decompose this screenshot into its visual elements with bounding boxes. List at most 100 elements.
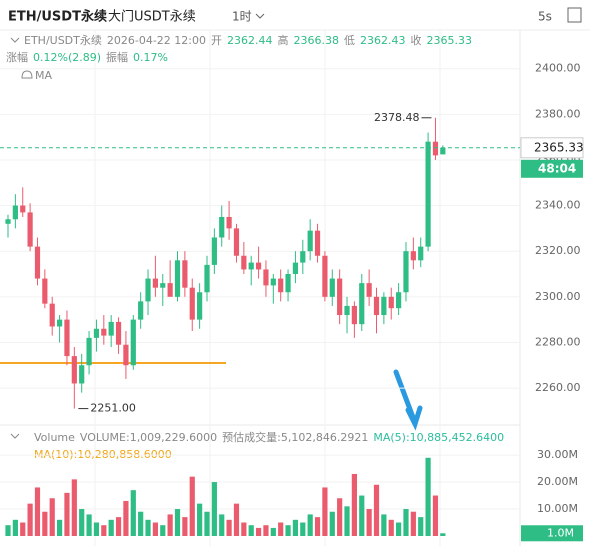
fullscreen-icon[interactable] [567, 7, 582, 23]
candle-body [20, 205, 26, 213]
volume-bar [278, 522, 284, 536]
candle-body [167, 283, 173, 297]
volume-bar [42, 511, 48, 536]
info-text: ETH/USDT永续 [24, 33, 102, 47]
annotation: 2251.00 [78, 402, 136, 415]
volume-bar [167, 514, 173, 536]
price-tag-text: 2365.33 [534, 140, 584, 154]
info-text: VOLUME:1,009,229.6000 [80, 431, 217, 444]
candle-body [71, 356, 77, 384]
candle-body [337, 278, 343, 316]
volume-bar [344, 506, 350, 536]
volume-bar [359, 495, 365, 536]
volume-bar [381, 514, 387, 536]
price-tag [520, 137, 584, 159]
volume-bar [34, 487, 41, 536]
info-text: MA [35, 69, 52, 82]
candle-body [204, 264, 210, 293]
symbol[interactable]: ETH/USDT永续 [8, 9, 107, 25]
candle-body [79, 365, 85, 384]
candle-body [233, 228, 240, 256]
refresh[interactable]: 5s [538, 10, 552, 24]
candle-body [49, 303, 55, 327]
volume-bar [160, 525, 166, 536]
candle-body [211, 237, 217, 265]
volume-bar [425, 457, 431, 536]
y-tick-label: 2280.00 [535, 335, 581, 348]
volume-bar [115, 517, 122, 536]
volume-bar [49, 498, 55, 536]
candle-body [329, 278, 335, 297]
volume-bar [255, 527, 262, 536]
y-tick-label: 2260.00 [535, 381, 581, 394]
volume-bar [388, 519, 394, 536]
volume-bar [351, 473, 357, 536]
volume-bar [307, 514, 313, 536]
candle-body [5, 219, 11, 224]
candle-body [440, 147, 446, 155]
countdown-text: 48:04 [538, 161, 576, 175]
candle-body [130, 319, 136, 366]
volume-bar [152, 522, 158, 536]
candle-body [197, 292, 203, 320]
collapse-icon[interactable] [10, 37, 20, 43]
interval[interactable]: 1时 [232, 10, 252, 24]
info-text: 高 [278, 33, 289, 47]
volume-bar [130, 490, 136, 536]
candle-body [123, 344, 129, 366]
volume-bar [337, 498, 343, 536]
volume-bar [101, 525, 107, 536]
candle-body [263, 269, 269, 286]
volume-bar [410, 511, 416, 536]
volume-bar [5, 525, 11, 536]
volume-bar [432, 495, 439, 536]
candle-body [300, 251, 306, 263]
candle-body [152, 278, 158, 288]
candle-body [226, 216, 232, 229]
volume-bar [12, 519, 18, 536]
volume-bar [64, 492, 70, 536]
candle-body [381, 296, 387, 316]
alert-icon[interactable] [21, 70, 33, 79]
candle-body [432, 141, 439, 156]
y-tick-label: 2380.00 [535, 107, 581, 120]
candle-body [86, 337, 92, 366]
volume-bar [241, 522, 247, 536]
dropdown-icon[interactable] [255, 13, 265, 19]
candle-body [219, 216, 225, 238]
candle-body [425, 141, 431, 247]
y-tick-label: 2300.00 [535, 290, 581, 303]
v-tick-label: 20.00M [537, 475, 578, 488]
volume-bar [366, 509, 372, 536]
candle-body [314, 230, 321, 256]
candle-body [12, 205, 18, 220]
exchange[interactable]: 大门USDT永续 [108, 10, 196, 25]
info-text: 2362.43 [360, 34, 406, 47]
volume-bar [219, 514, 225, 536]
y-tick-label: 2320.00 [535, 244, 581, 257]
info-text: 涨幅 [6, 51, 28, 64]
collapse-icon[interactable] [10, 433, 20, 439]
candle-body [174, 260, 181, 297]
info-text: 0.12%(2.89) [33, 51, 101, 64]
volume-tag-text: 1.0M [547, 526, 574, 539]
candle-body [344, 305, 350, 316]
candle-body [241, 255, 247, 270]
volume-bar [211, 482, 217, 536]
volume-bar [27, 503, 33, 536]
volume-bar [233, 503, 240, 536]
volume-bar [204, 511, 210, 536]
candle-body [93, 328, 100, 338]
candle-body [322, 255, 328, 297]
info-text: 2026-04-22 12:00 [107, 34, 206, 47]
y-tick-label: 2340.00 [535, 199, 581, 212]
volume-bar [20, 522, 26, 536]
candle-body [278, 278, 284, 293]
candle-body [373, 296, 380, 316]
info-text: 低 [344, 34, 355, 47]
volume-bar [292, 519, 299, 536]
candle-body [285, 274, 291, 293]
v-tick-label: 30.00M [537, 448, 578, 461]
annotation-label: 2251.00 [90, 402, 136, 415]
volume-bar [197, 503, 203, 536]
